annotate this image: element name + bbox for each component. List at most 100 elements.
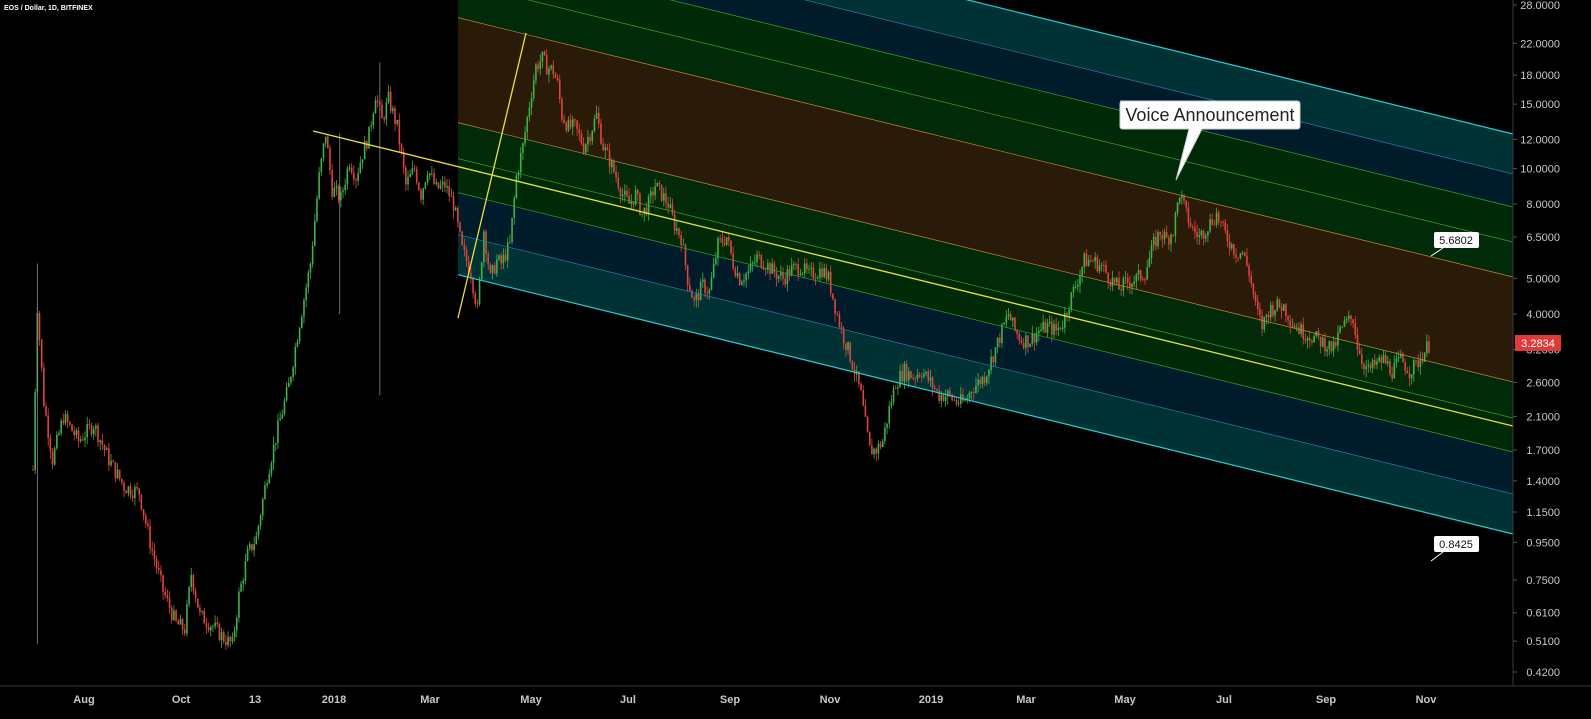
current-price-value: 3.2834 — [1521, 338, 1555, 350]
candle-body — [732, 253, 734, 269]
candle-body — [114, 462, 117, 478]
candle-body — [1081, 267, 1083, 276]
candle-body — [1057, 327, 1060, 331]
candle-body — [799, 273, 802, 276]
candle-body — [1176, 202, 1179, 213]
candle-body — [715, 258, 717, 264]
candle-body — [134, 487, 136, 498]
candle-body — [73, 431, 75, 436]
candle-body — [296, 341, 299, 348]
candle-body — [474, 293, 477, 304]
candle-body — [173, 610, 175, 620]
candle-body — [725, 237, 728, 245]
candle-body — [931, 377, 934, 388]
candle-body — [578, 128, 581, 134]
candle-body — [702, 279, 704, 282]
candle-body — [348, 167, 351, 169]
candle-body — [491, 265, 494, 273]
candle-body — [1382, 355, 1385, 363]
candle-body — [1278, 299, 1281, 308]
candle-body — [1103, 264, 1105, 266]
candle-body — [972, 392, 975, 393]
candle-body — [747, 270, 750, 274]
candle-body — [736, 273, 739, 277]
candle-body — [450, 196, 453, 197]
candle-body — [951, 394, 953, 400]
candle-body — [320, 158, 323, 173]
candle-body — [368, 126, 370, 149]
candle-body — [1005, 316, 1008, 323]
candle-body — [235, 617, 238, 631]
candle-body — [101, 440, 104, 446]
candle-body — [1035, 333, 1038, 343]
candle-body — [1313, 335, 1315, 343]
candle-body — [743, 280, 745, 283]
candle-body — [1256, 301, 1259, 309]
candle-body — [1363, 364, 1365, 370]
candle-body — [359, 162, 362, 174]
candle-body — [775, 272, 778, 279]
candle-body — [1135, 274, 1138, 282]
candle-body — [1237, 257, 1240, 259]
candle-body — [381, 104, 383, 119]
candle-body — [1124, 277, 1127, 279]
candle-body — [47, 415, 49, 439]
candle-body — [1321, 337, 1324, 347]
candle-body — [333, 187, 336, 197]
candle-body — [569, 119, 572, 128]
candle-body — [558, 80, 561, 99]
candle-body — [1220, 221, 1222, 223]
candle-body — [155, 559, 158, 568]
candle-body — [1276, 299, 1279, 311]
candle-body — [1345, 318, 1348, 321]
candle-body — [795, 263, 797, 265]
price-axis[interactable]: 28.0000 22.0000 18.0000 15.0000 12.0000 10.00… — [1513, 0, 1560, 679]
candle-body — [767, 263, 769, 270]
candle-body — [790, 265, 793, 276]
candle-body — [580, 133, 583, 144]
pitchfork-line — [669, 0, 1513, 208]
pitchfork-line — [965, 0, 1513, 135]
time-axis[interactable]: Aug Oct 13 2018 Mar May Jul Sep Nov 2019 Mar May Jul… — [73, 694, 1437, 706]
candle-body — [593, 118, 596, 132]
candle-body — [1410, 374, 1413, 379]
candle-body — [621, 194, 624, 197]
pitchfork-band — [458, 87, 1513, 382]
candle-body — [311, 245, 314, 265]
candle-body — [595, 112, 598, 119]
candle-body — [1428, 341, 1430, 353]
y-tick-label: 0.5100 — [1526, 636, 1560, 648]
candle-body — [1159, 232, 1162, 236]
candle-body — [270, 463, 273, 474]
y-tick-label: 0.9500 — [1526, 537, 1560, 549]
candle-body — [116, 469, 119, 478]
candle-body — [216, 622, 219, 625]
candle-body — [589, 137, 591, 142]
pitchfork-band — [458, 234, 1513, 535]
candle-body — [920, 376, 923, 378]
candle-body — [959, 394, 962, 404]
candle-body — [485, 231, 487, 255]
candle-body — [142, 509, 145, 516]
candle-body — [1233, 244, 1235, 255]
candle-body — [77, 430, 80, 441]
candle-body — [515, 175, 518, 199]
candle-body — [877, 443, 880, 454]
candle-body — [600, 123, 602, 144]
candle-body — [914, 378, 917, 380]
candle-body — [1302, 324, 1305, 340]
candle-body — [1061, 327, 1064, 329]
candle-body — [34, 392, 36, 470]
candle-body — [604, 147, 607, 151]
candle-body — [899, 370, 901, 388]
candle-body — [942, 394, 945, 402]
candle-body — [803, 263, 806, 274]
candle-body — [1365, 366, 1367, 370]
candle-body — [274, 442, 277, 445]
y-tick-label: 1.4000 — [1526, 476, 1560, 488]
candle-body — [606, 147, 609, 151]
candle-body — [144, 515, 147, 524]
candle-body — [1144, 279, 1146, 281]
pitchfork-band — [458, 0, 1513, 277]
